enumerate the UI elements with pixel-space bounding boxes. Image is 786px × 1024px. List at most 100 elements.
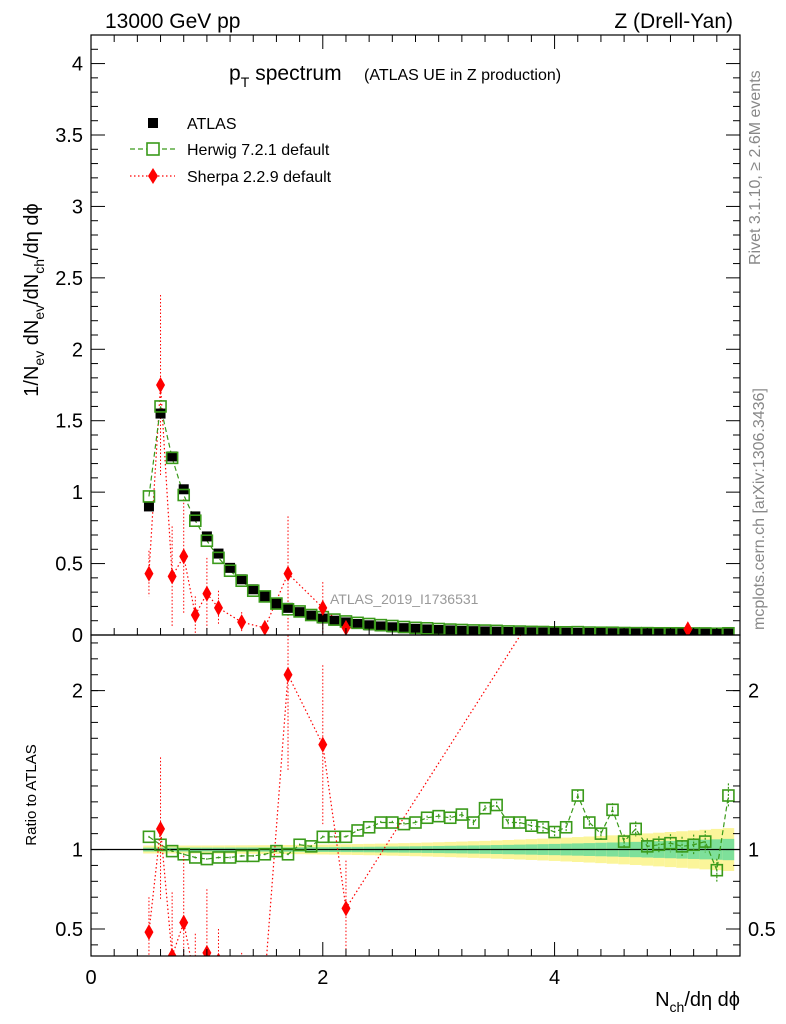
- herwig-ratio-point: [467, 816, 480, 829]
- atlas-point: [190, 511, 201, 522]
- header-left: 13000 GeV pp: [105, 10, 240, 33]
- ratio-y-tick-label-right: 1: [748, 840, 759, 862]
- ratio-y-tick-label: 2: [72, 681, 83, 703]
- sherpa-ratio-point: [156, 820, 166, 837]
- atlas-point: [584, 628, 595, 635]
- herwig-ratio-point: [490, 798, 503, 812]
- herwig-ratio-line: [148, 793, 730, 873]
- sherpa-point: [260, 619, 270, 635]
- sherpa-point: [683, 621, 693, 635]
- x-label-sub: ch: [670, 999, 685, 1015]
- sherpa-ratio-point: [191, 973, 200, 989]
- herwig-ratio-point: [455, 808, 469, 821]
- ratio-x-label: Nch/dη dϕ: [655, 989, 740, 1015]
- sherpa-point: [179, 548, 189, 565]
- legend-herwig-label: Herwig 7.2.1 default: [187, 142, 330, 159]
- herwig-point: [189, 514, 202, 528]
- atlas-point: [294, 607, 305, 618]
- atlas-point: [514, 627, 525, 635]
- herwig-point: [165, 451, 179, 465]
- ratio-x-axis: 0 2 4: [85, 942, 741, 989]
- watermark: ATLAS_2019_I1736531: [330, 591, 479, 607]
- x-label-n: N: [655, 989, 669, 1011]
- x-label-rest: /dη dϕ: [684, 989, 740, 1011]
- atlas-point: [225, 562, 236, 573]
- herwig-point: [212, 551, 225, 565]
- main-plot-area: [142, 295, 735, 635]
- sherpa-point: [318, 599, 328, 616]
- atlas-point: [700, 628, 711, 635]
- sherpa-point: [237, 614, 247, 631]
- atlas-point: [630, 628, 641, 635]
- legend-sherpa-marker: [148, 168, 158, 184]
- ratio-y-tick-label: 0.5: [55, 919, 83, 941]
- sherpa-ratio-point: [179, 914, 189, 931]
- sherpa-ratio-point: [216, 952, 221, 956]
- main-y-tick-label: 2.5: [55, 268, 83, 290]
- main-y-tick-label: 1: [72, 482, 83, 504]
- atlas-point: [213, 548, 224, 559]
- mcplots-label: mcplots.cern.ch [arXiv:1306.3436]: [751, 388, 768, 630]
- legend-atlas-label: ATLAS: [187, 116, 237, 133]
- rivet-label: Rivet 3.1.10, ≥ 2.6M events: [747, 70, 764, 265]
- herwig-ratio-point: [594, 827, 608, 840]
- atlas-point: [387, 622, 398, 633]
- herwig-ratio-point: [617, 835, 631, 848]
- herwig-ratio-point: [629, 822, 642, 836]
- herwig-point: [177, 488, 191, 502]
- main-y-tick-label: 1.5: [55, 411, 83, 433]
- herwig-ratio-point: [606, 803, 619, 817]
- ratio-y-axis: 0.5 0.5 1 1 2 2: [55, 642, 776, 946]
- herwig-point: [258, 590, 272, 603]
- ratio-y-tick-label-right: 0.5: [748, 919, 776, 941]
- herwig-ratio-point: [583, 816, 596, 829]
- main-y-tick-label: 3.5: [55, 125, 83, 147]
- sherpa-ratio-point: [683, 365, 692, 381]
- sherpa-ratio-point: [341, 900, 351, 917]
- atlas-point: [271, 598, 282, 609]
- sherpa-ratio-line: [148, 635, 522, 956]
- ratio-y-tick-label: 1: [72, 840, 83, 862]
- atlas-point: [491, 626, 502, 635]
- herwig-ratio-point: [698, 835, 712, 848]
- atlas-point: [167, 451, 178, 462]
- herwig-point: [235, 574, 248, 588]
- title-sub: T: [241, 74, 250, 90]
- sherpa-point: [283, 565, 293, 582]
- main-y-tick-label: 2: [72, 339, 83, 361]
- herwig-point: [722, 626, 735, 635]
- atlas-point: [352, 619, 363, 629]
- sherpa-point: [202, 585, 212, 602]
- atlas-point: [201, 531, 212, 542]
- atlas-point: [607, 628, 618, 635]
- plot-subtitle: (ATLAS UE in Z production): [364, 67, 561, 84]
- header-right: Z (Drell-Yan): [614, 10, 733, 33]
- legend-sherpa-label: Sherpa 2.2.9 default: [187, 169, 332, 186]
- sherpa-point: [167, 568, 177, 585]
- legend-herwig-marker: [146, 142, 160, 156]
- legend: ATLAS Herwig 7.2.1 default Sherpa 2.2.9 …: [130, 116, 332, 186]
- sherpa-ratio-point: [260, 972, 269, 988]
- atlas-point: [445, 625, 456, 635]
- herwig-ratio-point: [304, 840, 318, 853]
- ratio-y-label: Ratio to ATLAS: [23, 744, 40, 845]
- legend-atlas-marker: [148, 118, 158, 128]
- herwig-ratio-point: [710, 863, 724, 877]
- ratio-plot-area: [91, 365, 740, 989]
- ratio-y-tick-label-right: 2: [748, 681, 759, 703]
- plot-title: pT spectrum (ATLAS UE in Z production): [229, 62, 561, 90]
- herwig-point: [200, 534, 214, 548]
- main-y-label: 1/Nev dNev/dNch/dη dϕ: [21, 203, 47, 396]
- atlas-point: [468, 626, 479, 635]
- herwig-point: [142, 490, 156, 503]
- atlas-point: [248, 584, 259, 595]
- herwig-ratio-point: [722, 789, 735, 802]
- ratio-x-tick-label: 4: [549, 967, 560, 989]
- sherpa-ratio-point: [237, 969, 246, 985]
- sherpa-ratio-point: [318, 736, 328, 753]
- atlas-point: [317, 613, 328, 624]
- main-y-tick-label: 4: [72, 54, 83, 76]
- main-y-tick-label: 3: [72, 196, 83, 218]
